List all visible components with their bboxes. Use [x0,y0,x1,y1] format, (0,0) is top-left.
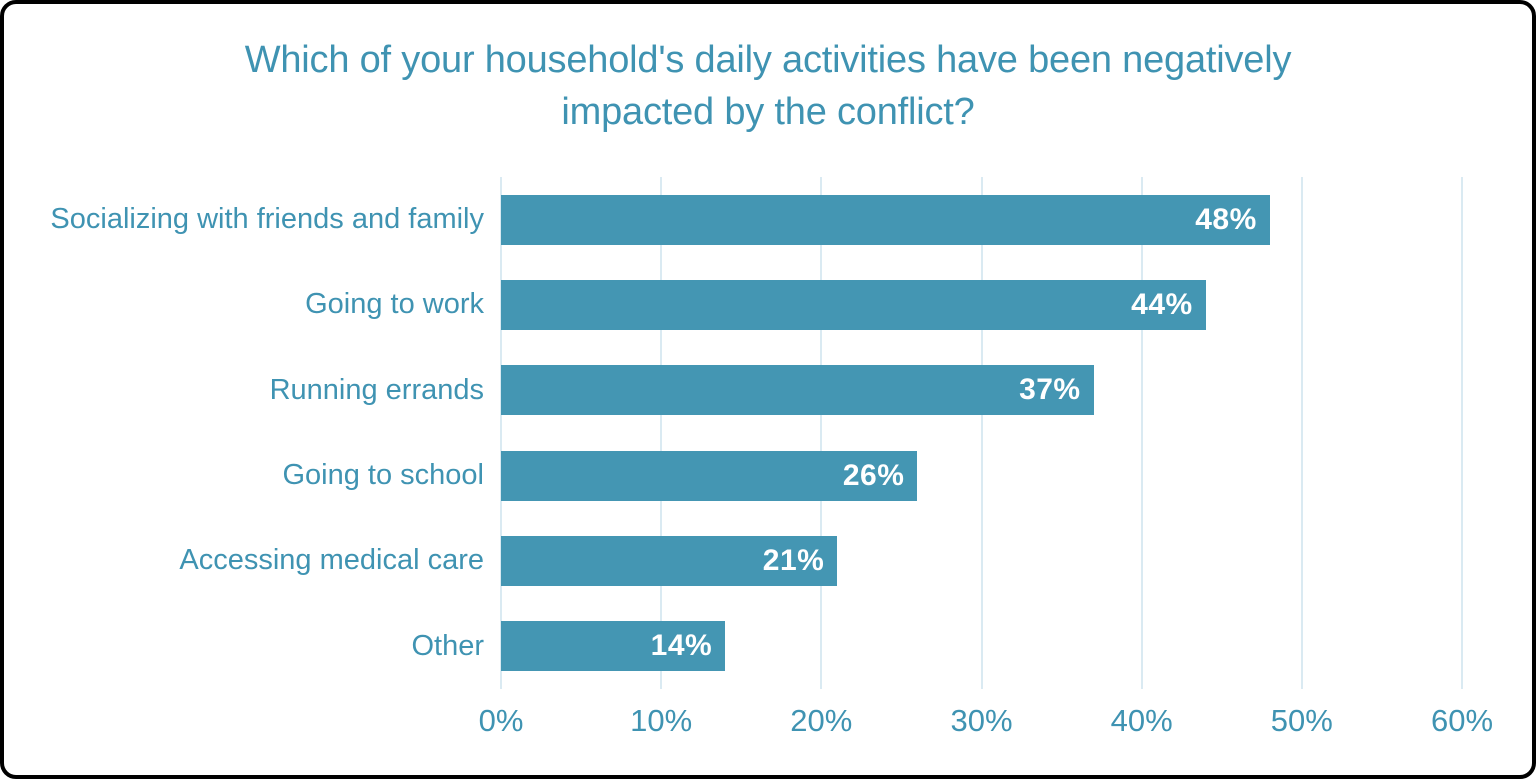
bar-row: Going to school 26% [4,433,1532,518]
bar: 26% [501,450,918,501]
x-tick-label: 30% [950,702,1013,738]
bar-track: 37% [501,348,1462,433]
bar: 48% [501,194,1270,245]
x-tick-label: 10% [630,702,693,738]
bar-track: 26% [501,433,1462,518]
gridline [660,176,663,689]
bar-row: Accessing medical care 21% [4,518,1532,603]
category-label: Running errands [269,373,484,406]
bar-value-label: 44% [1131,287,1193,321]
category-label: Other [411,629,484,662]
category-label: Socializing with friends and family [50,203,484,236]
bar: 37% [501,365,1094,416]
gridline [1300,176,1303,689]
bar: 14% [501,621,726,672]
bar: 21% [501,535,838,586]
x-tick-label: 60% [1430,702,1494,738]
bar-track: 44% [501,262,1462,347]
plot-area: Socializing with friends and family 48% Go… [4,176,1532,689]
gridline [1461,176,1463,689]
gridline [980,176,983,689]
gridline [1140,176,1143,689]
bar-value-label: 14% [650,629,713,663]
bar-row: Going to work 44% [4,262,1532,347]
category-label: Going to school [282,459,484,492]
gridline [500,176,502,689]
bar-track: 14% [501,604,1462,689]
bar-row: Other 14% [4,604,1532,689]
bar-value-label: 21% [762,543,825,577]
gridline [820,176,823,689]
x-tick-label: 0% [478,702,524,738]
bar-track: 48% [501,177,1462,262]
x-tick-label: 40% [1110,702,1173,738]
x-tick-label: 50% [1270,702,1333,738]
bar-row: Running errands 37% [4,348,1532,433]
bar-row: Socializing with friends and family 48% [4,177,1532,262]
bar: 44% [501,279,1206,330]
x-tick-label: 20% [790,702,853,738]
category-label: Accessing medical care [179,544,484,577]
x-axis: 0% 10% 20% 30% 40% 50% 60% [479,702,1493,749]
bar-value-label: 48% [1195,202,1257,236]
bar-value-label: 37% [1019,373,1081,407]
bar-rows: Socializing with friends and family 48% Go… [4,177,1532,689]
bar-value-label: 26% [842,458,905,492]
gridlines [500,176,1463,689]
bar-track: 21% [501,518,1462,603]
category-label: Going to work [305,288,484,321]
chart-title: Which of your household's daily activiti… [244,39,1292,134]
